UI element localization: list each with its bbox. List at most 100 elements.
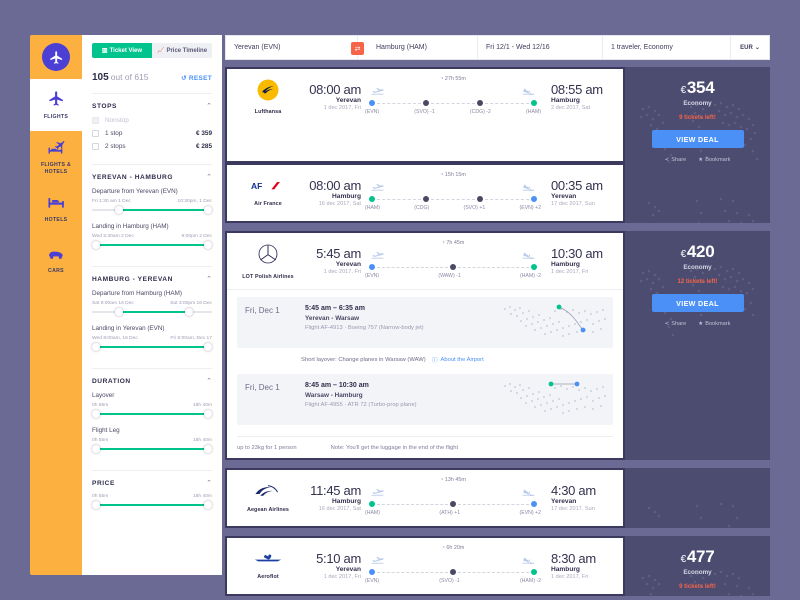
share-label: Share [671, 157, 687, 163]
range-max: 18h 40m [192, 494, 212, 499]
option-price: € 359 [196, 130, 212, 137]
segment-info: 5:45 am – 6:35 am Yerevan - Warsaw Fligh… [301, 297, 493, 348]
slider-knob-max[interactable] [204, 445, 212, 453]
chevron-down-icon: ⌄ [754, 45, 760, 51]
grid-icon: ▥ [101, 48, 108, 54]
range-slider-departure-ham[interactable] [92, 307, 212, 317]
share-button[interactable]: ≺ Share [665, 321, 687, 327]
slider-knob-min[interactable] [114, 308, 123, 316]
price-value: 420 [686, 242, 715, 261]
layover-note-row: Short layover: Change planes in Warsaw (… [301, 355, 623, 365]
view-deal-button[interactable]: VIEW DEAL [651, 294, 744, 312]
airline-block: Lufthansa [237, 79, 299, 115]
reset-filters-button[interactable]: ↺ RESET [181, 74, 212, 83]
section-header[interactable]: DURATION ⌃ [92, 378, 212, 385]
departure-block: 5:10 am Yerevan 1 dec 2017, Fri [299, 552, 361, 581]
travelers-input[interactable]: 1 traveler, Economy [603, 36, 731, 59]
slider-knob-min[interactable] [92, 445, 100, 453]
range-slider-flight-leg[interactable] [92, 444, 212, 454]
section-header[interactable]: PRICE ⌃ [92, 480, 212, 487]
departure-block: 11:45 am Hamburg 16 dec 2017, Sat [299, 484, 361, 513]
slider-knob-min[interactable] [92, 343, 100, 351]
slider-knob-min[interactable] [92, 241, 100, 249]
tab-price-timeline[interactable]: 📈 Price Timeline [152, 43, 212, 58]
flight-row[interactable]: Lufthansa 08:00 am Yerevan 1 dec 2017, F… [227, 69, 623, 125]
deal-details: AF Air France 08:00 am Hamburg 16 dec 20… [225, 163, 625, 223]
destination-input[interactable]: ⇄ Hamburg (HAM) [351, 36, 478, 59]
plane-takeoff-icon [371, 551, 384, 569]
flight-deal-card-expanded[interactable]: LOT Polish Airlines 5:45 am Yerevan 1 de… [225, 231, 770, 460]
stop-codes: (HAM) (ATH) +1 (EVN) +2 [365, 510, 541, 516]
flight-deal-card[interactable]: Aegean Airlines 11:45 am Hamburg 16 dec … [225, 468, 770, 528]
route-strip: ◔ 13h 45m [365, 477, 541, 519]
slider-fill [96, 413, 208, 415]
range-slider-landing-evn[interactable] [92, 342, 212, 352]
slider-knob-max[interactable] [204, 206, 212, 214]
flight-deal-card[interactable]: AF Air France 08:00 am Hamburg 16 dec 20… [225, 163, 770, 223]
sidebar-item-label: CARS [48, 267, 64, 274]
slider-knob-max[interactable] [204, 501, 212, 509]
currency-select[interactable]: EUR ⌄ [731, 36, 769, 59]
tab-ticket-view[interactable]: ▥ Ticket View [92, 43, 152, 58]
slider-knob-min[interactable] [92, 410, 100, 418]
filter-option-1-stop[interactable]: 1 stop € 359 [92, 130, 212, 137]
departure-date: 1 dec 2017, Fri [323, 105, 361, 112]
dates-input[interactable]: Fri 12/1 - Wed 12/16 [478, 36, 603, 59]
sidebar-item-flights-hotels[interactable]: FLIGHTS & HOTELS [30, 131, 82, 183]
flight-row[interactable]: Aegean Airlines 11:45 am Hamburg 16 dec … [227, 470, 623, 526]
view-deal-button[interactable]: VIEW DEAL [651, 130, 744, 148]
sidebar-item-cars[interactable]: CARS [30, 235, 82, 287]
bookmark-button[interactable]: ★ Bookmark [698, 321, 730, 327]
range-max: 10:30pm, 1 Dec [177, 199, 212, 204]
range-bounds: Wed 8:00am, 16 Dec Fri 5:00am, Dec 17 [92, 336, 212, 341]
leg-dash [377, 266, 448, 268]
bookmark-button[interactable]: ★ Bookmark [698, 157, 730, 163]
flight-row[interactable]: LOT Polish Airlines 5:45 am Yerevan 1 de… [227, 233, 623, 289]
slider-knob-max[interactable] [204, 241, 212, 249]
checkbox[interactable] [92, 117, 99, 124]
airline-block: Aeroflot [237, 552, 299, 580]
arrival-block: 4:30 am Yerevan 17 dec 2017, Sun [551, 484, 613, 513]
route-strip: ◔ 27h 55m [365, 76, 541, 118]
swap-arrows-icon[interactable]: ⇄ [351, 42, 364, 55]
app-logo[interactable] [30, 35, 82, 79]
section-header[interactable]: YEREVAN - HAMBURG ⌃ [92, 174, 212, 181]
currency-symbol: € [680, 554, 687, 565]
flight-deal-card[interactable]: Aeroflot 5:10 am Yerevan 1 dec 2017, Fri… [225, 536, 770, 596]
flight-row[interactable]: Aeroflot 5:10 am Yerevan 1 dec 2017, Fri… [227, 538, 623, 594]
origin-input[interactable]: Yerevan (EVN) [226, 36, 358, 59]
range-slider-layover[interactable] [92, 409, 212, 419]
stop-dot [450, 569, 456, 575]
filter-option-2-stops[interactable]: 2 stops € 285 [92, 143, 212, 150]
plane-landing-icon [522, 483, 535, 501]
slider-knob-max[interactable] [204, 410, 212, 418]
flight-deal-card[interactable]: Lufthansa 08:00 am Yerevan 1 dec 2017, F… [225, 67, 770, 163]
filter-option-nonstop[interactable]: Nonstop [92, 117, 212, 124]
result-count-row: 105 out of 615 ↺ RESET [92, 67, 212, 94]
share-icon: ≺ [664, 321, 670, 327]
slider-knob-max[interactable] [204, 343, 212, 351]
slider-knob-max[interactable] [184, 308, 193, 316]
leg-dash [485, 102, 529, 104]
checkbox[interactable] [92, 143, 99, 150]
flight-row[interactable]: AF Air France 08:00 am Hamburg 16 dec 20… [227, 165, 623, 221]
cabin-class: Economy [683, 264, 712, 271]
option-label: Nonstop [105, 117, 129, 124]
route-map-icon [503, 304, 607, 338]
option-label: 1 stop [105, 130, 123, 137]
section-header[interactable]: STOPS ⌃ [92, 103, 212, 110]
checkbox[interactable] [92, 130, 99, 137]
share-button[interactable]: ≺ Share [665, 157, 687, 163]
slider-knob-min[interactable] [114, 206, 123, 214]
sidebar-item-flights[interactable]: FLIGHTS [30, 79, 82, 131]
plane-takeoff-icon [371, 82, 384, 100]
range-slider-landing-ham[interactable] [92, 240, 212, 250]
stop-dot [423, 100, 429, 106]
slider-knob-min[interactable] [92, 501, 100, 509]
range-slider-departure-evn[interactable] [92, 205, 212, 215]
airport-code: (HAM) [365, 510, 380, 516]
about-airport-link[interactable]: ⓘ About the Airport [432, 355, 484, 365]
range-slider-price[interactable] [92, 500, 212, 510]
sidebar-item-hotels[interactable]: HOTELS [30, 183, 82, 235]
section-header[interactable]: HAMBURG - YEREVAN ⌃ [92, 276, 212, 283]
